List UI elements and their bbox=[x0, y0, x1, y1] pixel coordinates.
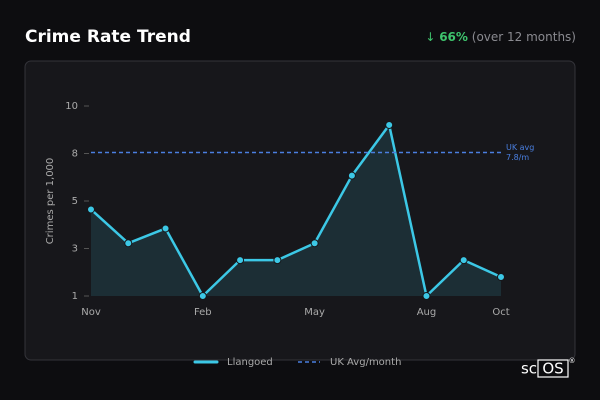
y-tick-label: 1 bbox=[72, 291, 78, 302]
point bbox=[87, 205, 95, 214]
y-axis-label: Crimes per 1,000 bbox=[45, 158, 56, 245]
point bbox=[497, 273, 505, 281]
legend-label: UK Avg/month bbox=[330, 357, 401, 368]
y-tick-label: 10 bbox=[65, 101, 78, 112]
point bbox=[459, 256, 468, 265]
x-tick-label: Oct bbox=[492, 307, 509, 318]
line bbox=[90, 123, 502, 298]
reference-caption: UK avg bbox=[506, 143, 534, 152]
brand-mark: ® bbox=[569, 357, 576, 365]
point bbox=[273, 256, 282, 265]
y-tick-label: 3 bbox=[72, 244, 78, 255]
legend-label: Llangoed bbox=[227, 357, 273, 368]
change-summary: ↓ 66% (over 12 months) bbox=[425, 30, 576, 44]
x-tick-label: Aug bbox=[417, 307, 437, 318]
change-value: 66% bbox=[439, 30, 468, 44]
x-tick-label: May bbox=[304, 307, 325, 318]
point bbox=[422, 292, 431, 300]
point bbox=[385, 121, 394, 129]
y-tick-label: 5 bbox=[72, 196, 78, 207]
point bbox=[124, 239, 133, 248]
y-tick-label: 8 bbox=[72, 149, 78, 160]
point bbox=[198, 292, 207, 300]
brand-box bbox=[537, 359, 569, 378]
x-tick-label: Feb bbox=[194, 307, 212, 318]
x-tick-label: Nov bbox=[81, 307, 101, 318]
point bbox=[236, 256, 245, 265]
brand-prefix: sc bbox=[521, 360, 537, 378]
point bbox=[161, 224, 170, 233]
change-note: (over 12 months) bbox=[472, 30, 576, 44]
point bbox=[347, 171, 356, 180]
reference-label: 7.8/m bbox=[506, 153, 529, 162]
brand-suffix: OS bbox=[542, 360, 563, 378]
change-arrow: ↓ bbox=[425, 30, 435, 44]
chart-title: Crime Rate Trend bbox=[25, 27, 191, 47]
point bbox=[310, 239, 319, 248]
